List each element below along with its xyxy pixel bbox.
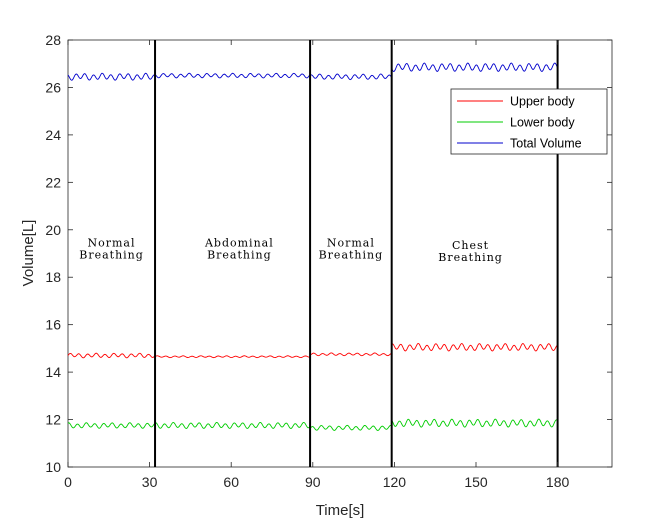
series-line-upper-body: [67, 342, 558, 359]
axis-ticks: 0 30 60 90 120 150 180 10 12 14 16 18 20 22 24 26 28: [45, 32, 612, 490]
x-tick-label: 90: [305, 474, 321, 490]
legend-label-upper-body: Upper body: [510, 95, 575, 109]
x-tick-label: 180: [546, 474, 570, 490]
x-tick-label: 60: [223, 474, 239, 490]
x-tick-label: 0: [64, 474, 72, 490]
x-tick-label: 150: [464, 474, 488, 490]
x-tick-label: 120: [383, 474, 407, 490]
y-axis-label: Volume[L]: [20, 220, 37, 287]
y-tick-label: 14: [45, 364, 61, 380]
phase-label-line2: Breathing: [207, 248, 272, 261]
y-tick-label: 20: [45, 222, 61, 238]
legend-label-lower-body: Lower body: [510, 116, 575, 130]
legend: Upper body Lower body Total Volume: [450, 88, 608, 155]
phase-label-line1: Normal: [88, 236, 136, 249]
phase-labels: NormalBreathingAbdominalBreathingNormalB…: [79, 236, 503, 264]
x-tick-label: 30: [142, 474, 158, 490]
legend-label-total-volume: Total Volume: [510, 137, 582, 151]
series-line-total-volume: [67, 62, 559, 81]
phase-label-line1: Normal: [327, 236, 375, 249]
phase-label-line2: Breathing: [79, 248, 144, 261]
y-tick-label: 10: [45, 459, 61, 475]
phase-label-line2: Breathing: [438, 251, 503, 264]
y-tick-label: 28: [45, 32, 61, 48]
phase-label-line1: Abdominal: [204, 236, 274, 249]
y-tick-label: 22: [45, 174, 61, 190]
series-line-lower-body: [67, 418, 558, 431]
y-tick-label: 12: [45, 412, 61, 428]
y-tick-label: 16: [45, 317, 61, 333]
x-axis-label: Time[s]: [316, 502, 365, 519]
phase-label-line1: Chest: [452, 239, 489, 252]
y-tick-label: 24: [45, 127, 61, 143]
y-tick-label: 26: [45, 79, 61, 95]
y-tick-label: 18: [45, 269, 61, 285]
phase-label-line2: Breathing: [319, 248, 384, 261]
series-layer: [67, 62, 559, 431]
